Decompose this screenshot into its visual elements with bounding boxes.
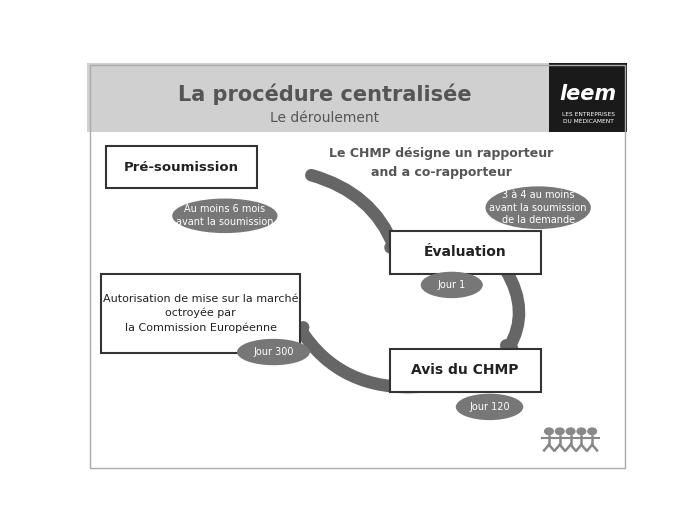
Ellipse shape (172, 199, 277, 233)
Text: Jour 1: Jour 1 (438, 280, 466, 290)
FancyBboxPatch shape (390, 231, 541, 274)
Text: Jour 120: Jour 120 (469, 402, 510, 412)
FancyBboxPatch shape (390, 349, 541, 392)
Circle shape (556, 428, 564, 435)
FancyBboxPatch shape (100, 274, 300, 353)
Ellipse shape (486, 186, 591, 229)
Text: Au moins 6 mois
avant la soumission: Au moins 6 mois avant la soumission (176, 204, 274, 227)
Ellipse shape (421, 272, 483, 298)
Circle shape (566, 428, 575, 435)
Text: Avis du CHMP: Avis du CHMP (411, 363, 519, 378)
Ellipse shape (237, 339, 310, 365)
Circle shape (588, 428, 597, 435)
FancyBboxPatch shape (549, 63, 627, 133)
Ellipse shape (456, 394, 523, 420)
Text: Le déroulement: Le déroulement (270, 111, 379, 125)
Text: 3 à 4 au moins
avant la soumission
de la demande: 3 à 4 au moins avant la soumission de la… (489, 190, 587, 225)
Text: Évaluation: Évaluation (424, 246, 507, 259)
Text: Le CHMP désigne un rapporteur
and a co-rapporteur: Le CHMP désigne un rapporteur and a co-r… (329, 147, 553, 179)
Text: LES ENTREPRISES
DU MÉDICAMENT: LES ENTREPRISES DU MÉDICAMENT (562, 112, 615, 124)
Text: Autorisation de mise sur la marché
octroyée par
la Commission Européenne: Autorisation de mise sur la marché octro… (103, 294, 298, 333)
Text: Jour 300: Jour 300 (253, 347, 293, 357)
Circle shape (577, 428, 585, 435)
Text: La procédure centralisée: La procédure centralisée (178, 83, 472, 105)
FancyBboxPatch shape (106, 146, 257, 188)
FancyBboxPatch shape (87, 63, 627, 133)
Text: leem: leem (560, 84, 617, 104)
Text: Pré-soumission: Pré-soumission (124, 161, 239, 174)
Circle shape (544, 428, 553, 435)
